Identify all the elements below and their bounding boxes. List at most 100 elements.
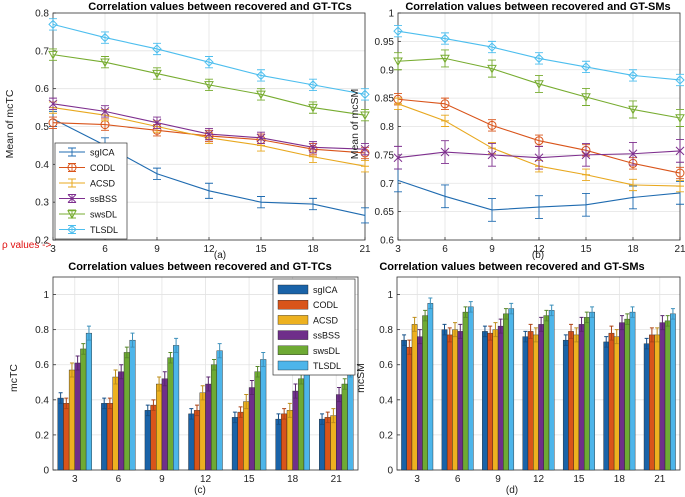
marker-TLSDL [581,62,591,72]
errorbar-sgICA [320,413,325,425]
marker-ssBSS [152,118,162,128]
errorbar-ACSD [157,376,162,392]
errorbar-sgICA [205,182,213,199]
panel-b-ytick-label: 1 [388,9,394,20]
bar-ACSD [286,410,293,471]
panel-c-ylabel: mcTC [8,364,20,392]
bar-ssBSS [292,390,299,471]
bar-swsDL [80,348,87,471]
errorbar-ssBSS [162,371,167,387]
legend-label-CODL: CODL [313,300,338,310]
errorbar-swsDL [629,100,637,119]
errorbar-sgICA [257,196,265,209]
errorbar-swsDL [676,109,684,127]
errorbar-ACSD [200,385,205,401]
panel-a-xtick-label: 15 [255,244,267,255]
marker-ACSD [441,116,449,125]
errorbar-swsDL [441,49,449,68]
panel-c-xtick-label: 12 [200,474,212,485]
marker-TLSDL [256,70,266,81]
panel-b-xtick-label: 3 [395,244,401,255]
panel-b-ytick-label: 0.7 [380,179,394,190]
legend-marker-ACSD [68,179,76,187]
marker-TLSDL [204,57,214,67]
bar-ssBSS [457,331,464,471]
panel-b: Correlation values between recovered and… [349,1,685,261]
bar-swsDL [167,357,174,471]
panel-c-xtick-label: 15 [244,474,256,485]
bar-swsDL [462,311,469,471]
legend-swatch-TLSDL [277,360,309,371]
bar-ACSD [613,336,620,471]
panel-d-ytick-label: 0.8 [379,325,393,336]
errorbar-ACSD [533,327,538,343]
legend-label-ACSD: ACSD [313,315,339,325]
errorbar-TLSDL [630,306,635,318]
marker-TLSDL [100,32,110,43]
marker-swsDL [534,80,544,89]
panel-b-ytick-label: 0.65 [375,207,395,218]
legend-label-CODL: CODL [90,163,115,173]
errorbar-CODL [569,323,574,339]
marker-ACSD [394,99,402,108]
bar-CODL [150,404,157,471]
panel-d-title: Correlation values between recovered and… [379,261,644,273]
panel-b-xtick-label: 15 [580,244,592,255]
marker-ssBSS [100,107,110,116]
errorbar-CODL [64,397,69,410]
errorbar-swsDL [394,52,402,71]
errorbar-swsDL [582,88,590,106]
panel-c-xtick-label: 21 [331,474,343,485]
bar-swsDL [503,313,509,471]
panel-d-xtick-label: 15 [573,474,585,485]
bar-ssBSS [417,336,423,471]
errorbar-swsDL [584,311,589,324]
errorbar-ssBSS [579,316,584,332]
bar-sgICA [319,418,326,471]
bar-ssBSS [538,324,544,471]
marker-CODL [487,120,497,130]
bar-sgICA [522,336,529,471]
errorbar-swsDL [81,343,86,355]
marker-swsDL [100,58,110,68]
errorbar-TLSDL [468,301,473,313]
marker-ACSD [361,162,369,171]
errorbar-TLSDL [670,308,675,320]
errorbar-swsDL [665,315,670,327]
marker-TLSDL [48,19,58,30]
errorbar-sgICA [441,184,449,209]
marker-ssBSS [393,153,403,163]
panel-b-ytick-label: 0.9 [380,65,394,76]
panel-b-ylabel: Mean of mcSM [349,89,361,160]
panel-c-xtick-label: 6 [116,474,122,485]
errorbar-ACSD [69,362,74,378]
bar-ACSD [533,334,539,471]
errorbar-sgICA [102,397,107,410]
errorbar-swsDL [535,74,543,93]
panel-a-ytick-label: 0.8 [35,9,49,20]
bar-CODL [608,332,615,471]
marker-swsDL [675,114,685,124]
bar-TLSDL [467,306,474,471]
errorbar-ACSD [574,327,579,343]
marker-TLSDL [360,89,370,100]
panel-a-xtick-label: 9 [154,244,160,255]
bar-sgICA [101,403,108,471]
bar-ssBSS [205,383,212,471]
panel-b-xtick-label: 12 [533,244,545,255]
panel-d-ylabel: mcSM [355,363,367,393]
errorbar-swsDL [255,365,260,378]
legend-box [54,142,128,240]
panel-d-ytick-label: 0 [387,466,393,477]
marker-ssBSS [204,129,214,139]
marker-swsDL [256,90,266,100]
bar-ssBSS [659,322,666,471]
marker-CODL [675,168,685,178]
marker-ssBSS [360,144,370,154]
errorbar-sgICA [488,198,496,222]
bar-CODL [193,410,201,471]
marker-TLSDL [440,33,450,44]
errorbar-ACSD [655,327,660,343]
bar-ACSD [243,401,250,471]
legend-label-TLSDL: TLSDL [90,225,118,235]
